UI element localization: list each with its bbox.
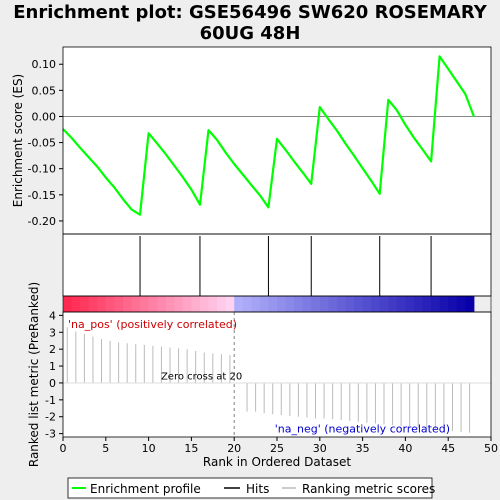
chart-title-line1: Enrichment plot: GSE56496 SW620 ROSEMARY (13, 2, 487, 23)
rank-color-cell (131, 296, 141, 312)
neg-correlated-label: 'na_neg' (negatively correlated) (275, 423, 450, 436)
rank-color-cell (182, 296, 192, 312)
rank-color-cell (174, 296, 184, 312)
rank-color-cell (251, 296, 261, 312)
metric-y-tick-label: -3 (45, 428, 56, 441)
rank-color-cell (114, 296, 124, 312)
rank-color-cell (97, 296, 107, 312)
rank-color-cell (285, 296, 295, 312)
es-y-tick-label: -0.05 (28, 137, 56, 150)
es-y-tick-label: -0.10 (28, 163, 56, 176)
metric-y-tick-label: 0 (49, 377, 56, 390)
metric-y-tick-label: -1 (45, 394, 56, 407)
x-tick-label: 20 (227, 442, 241, 455)
rank-color-cell (71, 296, 81, 312)
x-tick-label: 35 (356, 442, 370, 455)
es-y-axis-label: Enrichment score (ES) (11, 74, 25, 207)
rank-color-cell (140, 296, 150, 312)
rank-color-cell (413, 296, 424, 312)
rank-color-cell (431, 296, 441, 312)
rank-color-cell (199, 296, 210, 312)
x-tick-label: 45 (441, 442, 455, 455)
rank-color-cell (379, 296, 389, 312)
es-y-tick-label: -0.15 (28, 189, 56, 202)
rank-color-cell (105, 296, 115, 312)
panel-frame (62, 233, 492, 297)
rank-color-cell (148, 296, 158, 312)
chart-title: Enrichment plot: GSE56496 SW620 ROSEMARY… (0, 2, 500, 44)
rank-color-cell (465, 296, 475, 312)
metric-panel-bg (63, 312, 491, 437)
rank-color-cell (319, 296, 329, 312)
x-tick-label: 40 (398, 442, 412, 455)
enrichment-profile-line (62, 55, 475, 216)
rank-color-cell (422, 296, 432, 312)
rank-color-cell (371, 296, 381, 312)
metric-y-tick-label: 1 (49, 360, 56, 373)
legend-label-ranking-metric: Ranking metric scores (302, 482, 435, 496)
es-y-tick-label: -0.20 (28, 215, 56, 228)
chart-title-line2: 60UG 48H (199, 23, 301, 44)
metric-y-tick-label: 4 (49, 309, 56, 322)
rank-color-cell (362, 296, 372, 312)
metric-y-axis-label: Ranked list metric (PreRanked) (27, 282, 41, 467)
rank-color-cell (448, 296, 458, 312)
metric-y-tick-label: 2 (49, 343, 56, 356)
es-y-tick-label: 0.00 (32, 110, 57, 123)
rank-color-cell (405, 296, 415, 312)
rank-color-cell (88, 296, 98, 312)
rank-color-cell (165, 296, 175, 312)
hits-panel-bg (63, 234, 491, 296)
x-tick-label: 25 (270, 442, 284, 455)
rank-color-cell (456, 296, 466, 312)
rank-color-cell (294, 296, 304, 312)
rank-color-cell (268, 296, 278, 312)
rank-color-cell (396, 296, 406, 312)
rank-color-cell (157, 296, 167, 312)
rank-color-cell (242, 296, 252, 312)
rank-color-cell (225, 296, 235, 312)
metric-y-tick-label: 3 (49, 326, 56, 339)
x-tick-label: 5 (102, 442, 109, 455)
rank-color-cell (63, 296, 73, 312)
rank-color-cell (208, 296, 218, 312)
rank-color-cell (328, 296, 338, 312)
metric-y-tick-label: -2 (45, 411, 56, 424)
legend-label-enrichment-profile: Enrichment profile (90, 482, 201, 496)
rank-color-cell (217, 296, 227, 312)
rank-color-cell (439, 296, 449, 312)
rank-color-cell (122, 296, 132, 312)
x-tick-label: 50 (484, 442, 498, 455)
rank-color-cell (354, 296, 364, 312)
rank-color-cell (277, 296, 287, 312)
es-y-tick-label: 0.10 (32, 58, 57, 71)
rank-color-cell (234, 296, 244, 312)
rank-color-cell (336, 296, 346, 312)
x-tick-label: 15 (184, 442, 198, 455)
x-axis-label: Rank in Ordered Dataset (203, 455, 351, 469)
legend-label-hits: Hits (246, 482, 269, 496)
pos-correlated-label: 'na_pos' (positively correlated) (68, 318, 237, 331)
rank-color-cell (311, 296, 321, 312)
rank-color-cell (302, 296, 312, 312)
legend-box (67, 477, 433, 499)
rank-color-cell (388, 296, 398, 312)
rank-color-cell (345, 296, 355, 312)
rank-color-cell (80, 296, 90, 312)
rank-color-cell (259, 296, 269, 312)
rank-color-cell (191, 296, 201, 312)
x-tick-label: 30 (313, 442, 327, 455)
x-tick-label: 0 (60, 442, 67, 455)
es-y-tick-label: 0.05 (32, 84, 57, 97)
x-tick-label: 10 (142, 442, 156, 455)
zero-cross-label: Zero cross at 20 (161, 371, 242, 382)
